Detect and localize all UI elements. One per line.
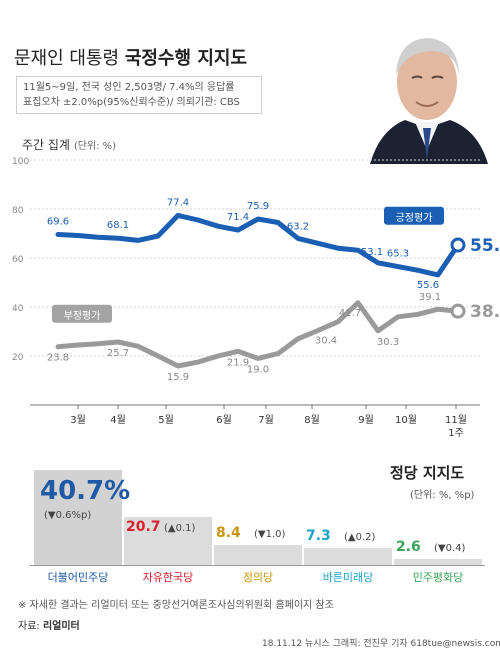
series-line-positive bbox=[55, 212, 461, 278]
x-tick-label: 3월 bbox=[70, 414, 86, 426]
series-end-point bbox=[450, 303, 466, 319]
party-bar bbox=[304, 547, 392, 565]
party-value-label: 20.7 bbox=[126, 518, 161, 535]
data-label: 77.4 bbox=[167, 197, 189, 208]
data-label: 39.1 bbox=[419, 292, 441, 303]
party-name-label: 더불어민주당 bbox=[47, 571, 109, 584]
party-value-label: 40.7% bbox=[40, 476, 131, 507]
footnote: ※ 자세한 결과는 리얼미터 또는 중앙선거여론조사심의위원회 홈페이지 참조 bbox=[18, 600, 334, 611]
x-tick-label: 9월 bbox=[358, 414, 374, 426]
party-name-label: 바른미래당 bbox=[322, 571, 374, 584]
x-tick-label: 4월 bbox=[110, 414, 126, 426]
positive-tag-label: 긍정평가 bbox=[396, 212, 433, 224]
party-name-label: 정의당 bbox=[242, 571, 274, 584]
weekly-title-text: 주간 집계 bbox=[22, 138, 70, 152]
data-label: 41.7 bbox=[339, 308, 361, 319]
y-tick-label: 80 bbox=[12, 206, 24, 216]
data-label: 55.6 bbox=[417, 280, 439, 291]
data-label: 15.9 bbox=[167, 372, 189, 383]
data-label: 53.1 bbox=[361, 247, 383, 258]
source-label: 자료: bbox=[18, 621, 43, 632]
data-label: 30.4 bbox=[315, 336, 337, 347]
party-change-label: (▲0.1) bbox=[164, 522, 196, 534]
data-label: 30.3 bbox=[377, 337, 399, 348]
series-line-negative bbox=[55, 300, 461, 369]
data-label: 68.1 bbox=[107, 220, 129, 231]
party-bar bbox=[394, 558, 482, 565]
survey-info-box: 11월5~9일, 전국 성인 2,503명/ 7.4%의 응답률 표집오차 ±2… bbox=[16, 76, 262, 114]
series-end-label: 38.3% bbox=[470, 302, 500, 322]
x-tick-label: 11월 bbox=[445, 414, 467, 426]
data-label: 23.8 bbox=[47, 353, 69, 364]
x-tick-label: 10월 bbox=[395, 414, 417, 426]
party-change-label: (▼0.6%p) bbox=[44, 510, 92, 522]
party-name-label: 민주평화당 bbox=[412, 571, 464, 584]
data-label: 65.3 bbox=[387, 249, 409, 260]
weekly-title: 주간 집계 (단위: %) bbox=[22, 136, 116, 153]
weekly-line-chart: 20 40 60 80 100 3월 4월 5월 6월 7월 8월 9월 10월 11월 1주 55.4% 69… bbox=[12, 157, 500, 439]
data-label: 21.9 bbox=[227, 357, 249, 368]
survey-line-2: 표집오차 ±2.0%p(95%신뢰수준)/ 의뢰기관: CBS bbox=[23, 97, 240, 108]
data-label: 75.9 bbox=[247, 201, 269, 212]
party-change-label: (▲0.2) bbox=[344, 531, 376, 543]
party-bar bbox=[124, 516, 212, 565]
party-name-label: 자유한국당 bbox=[142, 571, 194, 584]
party-change-label: (▼1.0) bbox=[254, 529, 286, 541]
x-tick-label: 7월 bbox=[258, 414, 274, 426]
party-bar bbox=[34, 470, 122, 565]
party-change-label: (▼0.4) bbox=[434, 542, 466, 554]
x-tick-label: 6월 bbox=[216, 414, 232, 426]
data-label: 63.2 bbox=[287, 221, 309, 232]
series-end-point bbox=[450, 237, 466, 253]
party-chart-unit: (단위: %, %p) bbox=[410, 490, 475, 501]
data-label: 69.6 bbox=[47, 216, 69, 227]
x-tick-label: 5월 bbox=[158, 414, 174, 426]
party-bar bbox=[214, 545, 302, 565]
y-tick-label: 20 bbox=[12, 353, 24, 363]
data-label: 19.0 bbox=[247, 364, 269, 375]
source-line: 자료: 리얼미터 bbox=[18, 617, 80, 632]
survey-line-1: 11월5~9일, 전국 성인 2,503명/ 7.4%의 응답률 bbox=[23, 82, 235, 93]
series-end-label: 55.4% bbox=[470, 236, 500, 256]
y-tick-label: 100 bbox=[12, 157, 29, 167]
party-chart-title: 정당 지지도 bbox=[390, 464, 465, 482]
party-value-label: 7.3 bbox=[306, 527, 331, 544]
president-portrait bbox=[360, 20, 495, 164]
title-prefix: 문재인 대통령 bbox=[14, 48, 125, 69]
weekly-unit: (단위: %) bbox=[73, 141, 117, 152]
negative-tag-label: 부정평가 bbox=[64, 310, 101, 322]
positive-tag-bg bbox=[384, 206, 444, 225]
data-label: 25.7 bbox=[107, 348, 129, 359]
party-value-label: 8.4 bbox=[216, 525, 241, 542]
x-tick-label: 8월 bbox=[304, 414, 320, 426]
title-bold: 국정수행 지지도 bbox=[124, 48, 247, 69]
source-value: 리얼미터 bbox=[42, 621, 80, 632]
y-tick-label: 60 bbox=[12, 255, 24, 265]
party-baseline bbox=[30, 565, 485, 566]
party-value-label: 2.6 bbox=[396, 538, 421, 555]
data-label: 71.4 bbox=[227, 212, 249, 223]
y-tick-label: 40 bbox=[12, 304, 24, 314]
x-tick-label-sub: 1주 bbox=[448, 428, 464, 439]
graphic-credit: 18.11.12 뉴시스 그래픽: 전진우 기자 618tue@newsis.c… bbox=[262, 639, 500, 649]
page-title: 문재인 대통령 국정수행 지지도 bbox=[14, 44, 247, 70]
negative-tag-bg bbox=[52, 304, 112, 323]
